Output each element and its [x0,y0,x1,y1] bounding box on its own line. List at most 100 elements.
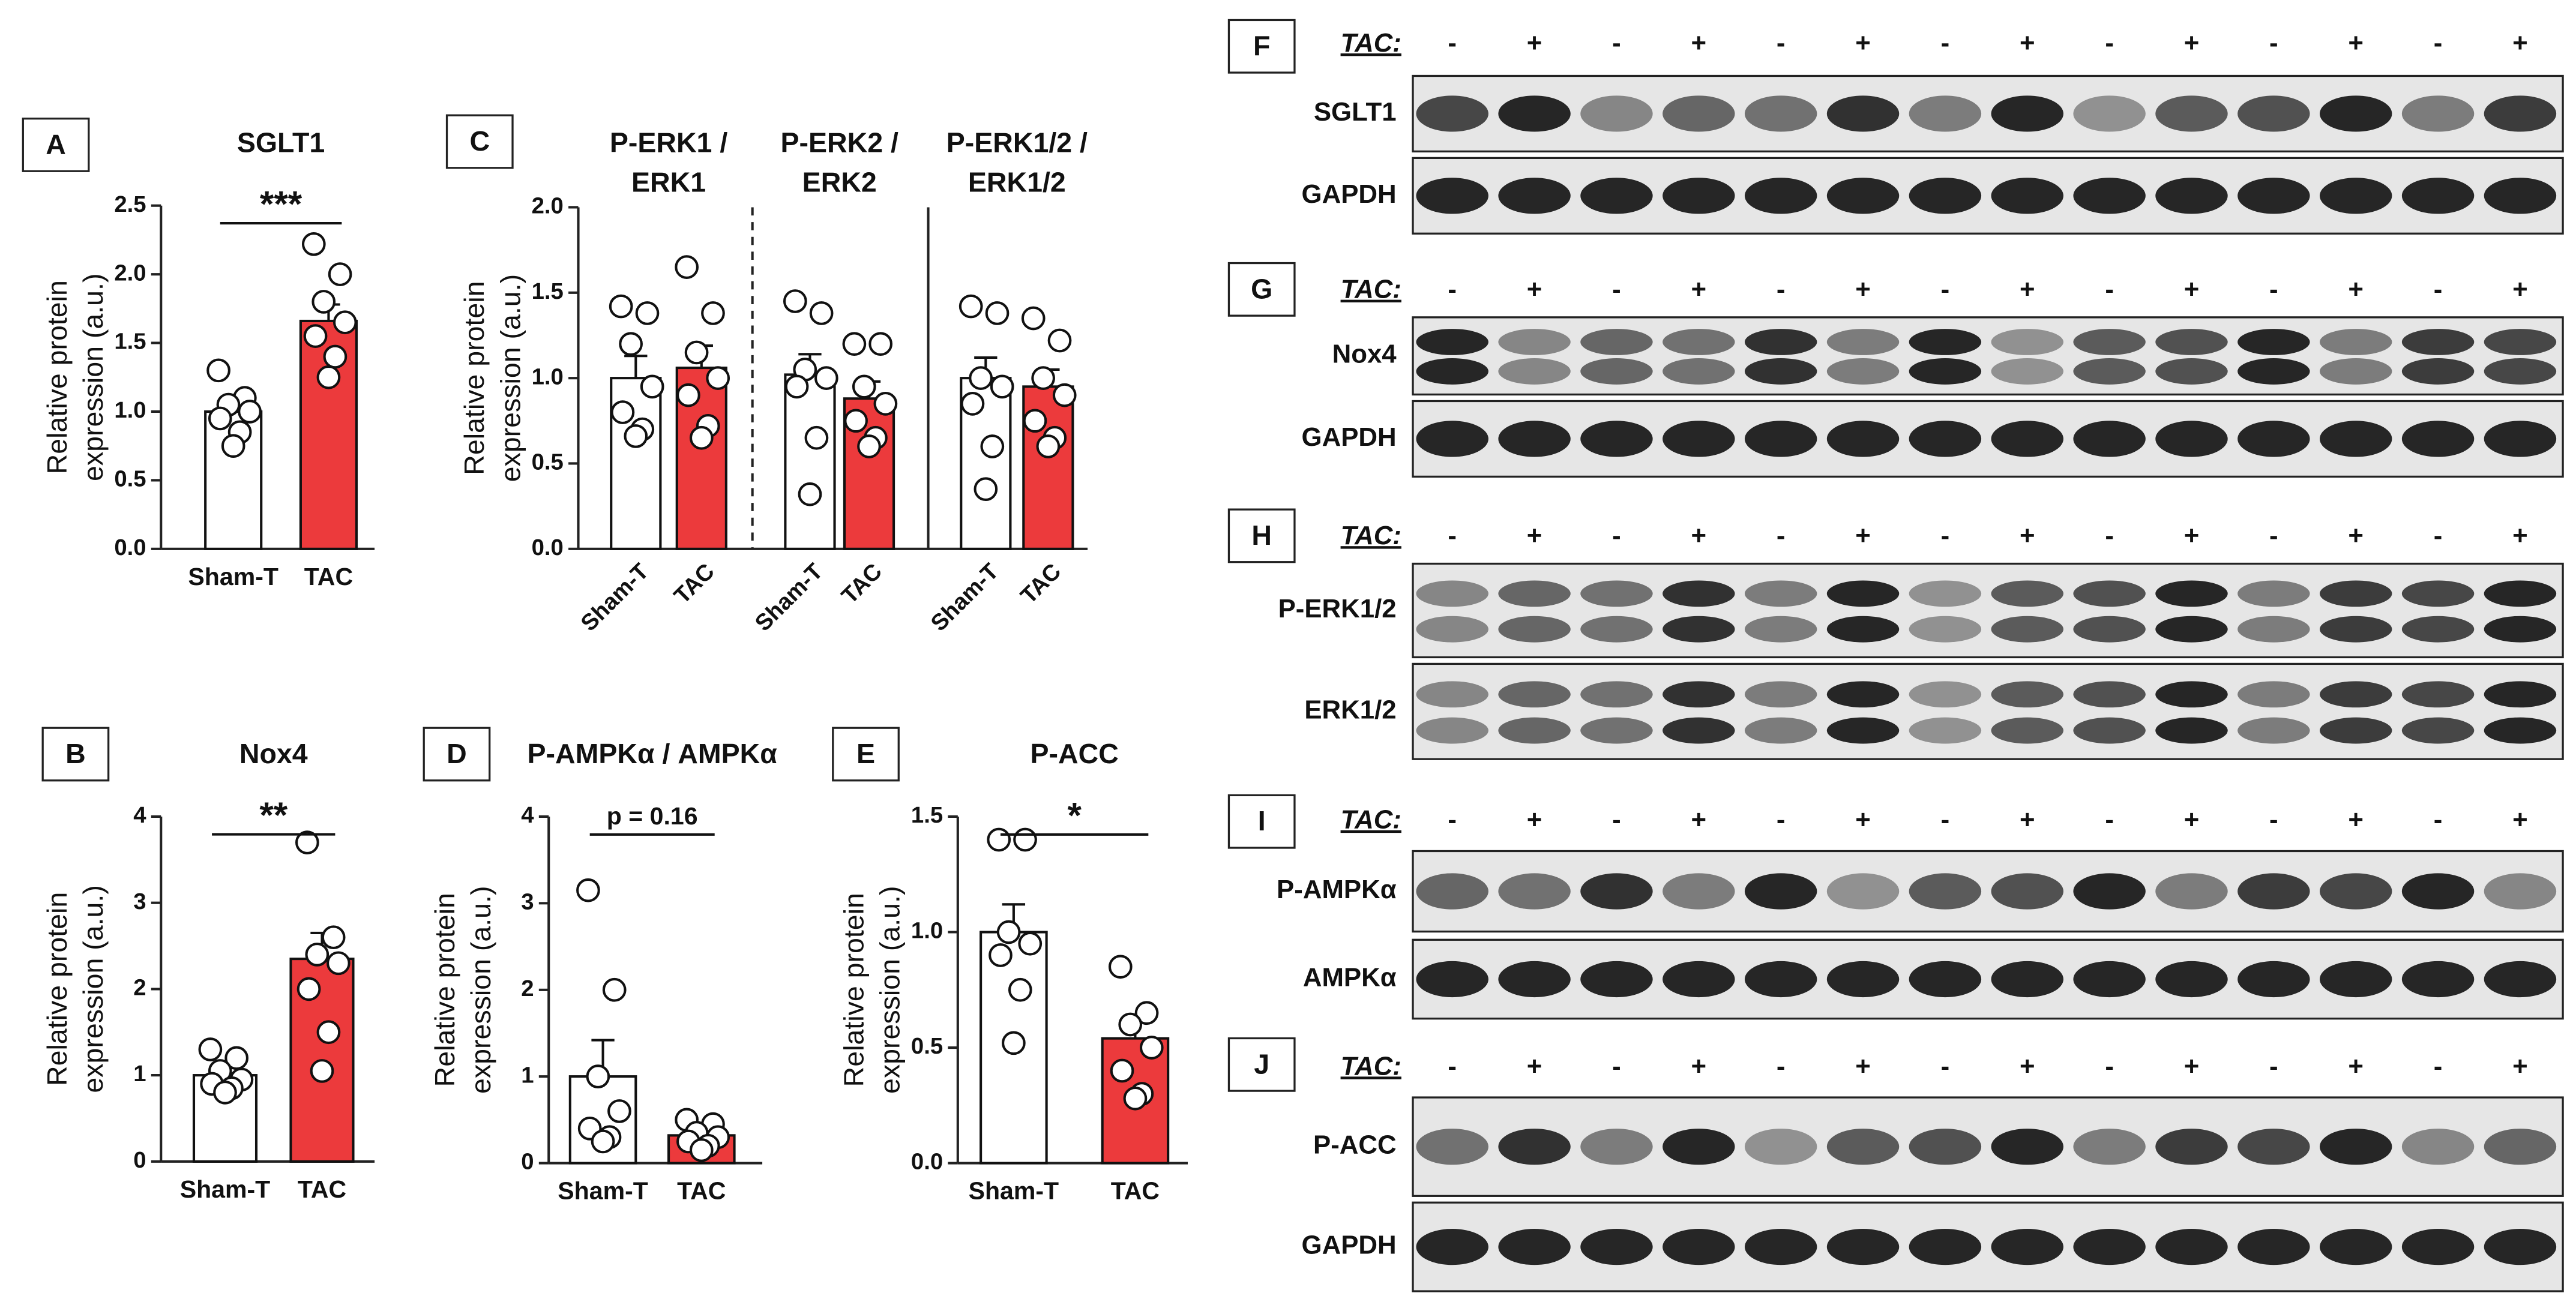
blot-band [1909,1229,1982,1265]
blot-band [1909,95,1982,132]
data-point [1118,1012,1143,1037]
blot-band [1663,717,1735,744]
blot-band [2155,580,2228,607]
x-tick-label: Sham-T [180,1175,271,1203]
tac-label: TAC: [1341,275,1401,304]
x-tick-label: Sham-T [576,559,654,637]
blot-band [2073,580,2146,607]
tac-label: TAC: [1341,805,1401,835]
data-point [1108,955,1133,979]
blot-band [2401,178,2475,214]
lane-label: - [1448,1051,1457,1081]
blot-band [1991,580,2063,607]
blot-band [1991,358,2063,385]
blot-band [1826,717,1900,744]
data-point [1008,977,1032,1002]
y-tick-label: 2.0 [114,260,146,286]
y-axis-label: Relative protein [838,893,869,1087]
data-point [208,406,232,431]
panel-letter-box [1227,794,1296,849]
y-axis-label: expression (a.u.) [77,274,109,481]
lane-label: - [2269,275,2278,304]
data-point [857,434,881,458]
y-axis-label: expression (a.u.) [874,886,906,1094]
data-point [1031,366,1055,390]
blot-band [2401,681,2475,708]
blot-band [1416,178,1488,214]
blot-band [1991,873,2063,910]
panel-letter: G [1251,273,1272,304]
y-tick-label: 1.5 [911,802,943,828]
blot-band [1826,358,1900,385]
blot-band [1991,961,2063,998]
blot-band [1580,421,1653,457]
blot-row-label: ERK1/2 [1304,695,1396,724]
blot-band [1663,1129,1735,1165]
lane-label: - [2269,1051,2278,1081]
blot-band [1416,681,1488,708]
data-point [311,290,336,314]
blot-band [1498,358,1571,385]
y-tick-label: 0 [521,1149,534,1175]
lane-label: + [2512,805,2528,835]
blot-band [1909,178,1982,214]
data-point [610,400,635,424]
data-point [701,301,725,325]
blot-row-label: Nox4 [1332,340,1397,369]
panel-letter-box [1227,1037,1296,1092]
panel-letter: I [1258,805,1266,836]
lane-label: - [1777,28,1786,58]
blot-band [1498,873,1571,910]
panel-title: P-ERK2 / [781,127,899,158]
blot-band [1744,358,1817,385]
blot-band [2073,95,2146,132]
lane-label: - [1941,805,1950,835]
data-point [783,289,807,313]
x-tick-label: Sham-T [750,559,828,637]
data-point [1036,434,1061,458]
lane-label: - [2105,28,2114,58]
blot-band [1826,580,1900,607]
data-point [619,332,643,356]
panel-letter: C [469,125,490,157]
blot-row-label: GAPDH [1302,179,1397,209]
blot-band [2319,580,2392,607]
blot-band [2401,1129,2475,1165]
blot-band [2073,873,2146,910]
blot-band [2484,178,2557,214]
y-tick-label: 0.5 [911,1033,943,1059]
blot-band [2484,717,2557,744]
y-tick-label: 2.5 [114,191,146,217]
blot-band [2237,95,2310,132]
y-tick-label: 0.5 [532,449,564,475]
blot-band [1909,358,1982,385]
lane-label: + [2512,28,2528,58]
blot-band [1498,1129,1571,1165]
blot-band [1580,95,1653,132]
blot-band [2401,580,2475,607]
lane-label: + [2020,805,2035,835]
panel-title: P-ERK1/2 / [946,127,1088,158]
y-axis-label: expression (a.u.) [465,886,496,1094]
panel-letter: D [447,738,467,769]
blot-band [1498,681,1571,708]
data-point [974,477,998,502]
data-point [1013,827,1037,852]
data-point [602,977,627,1002]
y-axis-label: Relative protein [41,280,73,474]
blot-band [2237,873,2310,910]
blot-band [1991,95,2063,132]
y-tick-label: 3 [521,889,534,915]
blot-band [1580,717,1653,744]
panel-letter: F [1253,30,1270,61]
data-point [295,830,319,854]
data-point [1134,1001,1159,1025]
blot-band [1909,961,1982,998]
blot-band [1826,178,1900,214]
lane-label: + [1691,28,1707,58]
y-tick-label: 0.5 [114,466,146,492]
blot-row-label: GAPDH [1302,422,1397,452]
blot-band [1416,717,1488,744]
tac-label: TAC: [1341,28,1401,58]
